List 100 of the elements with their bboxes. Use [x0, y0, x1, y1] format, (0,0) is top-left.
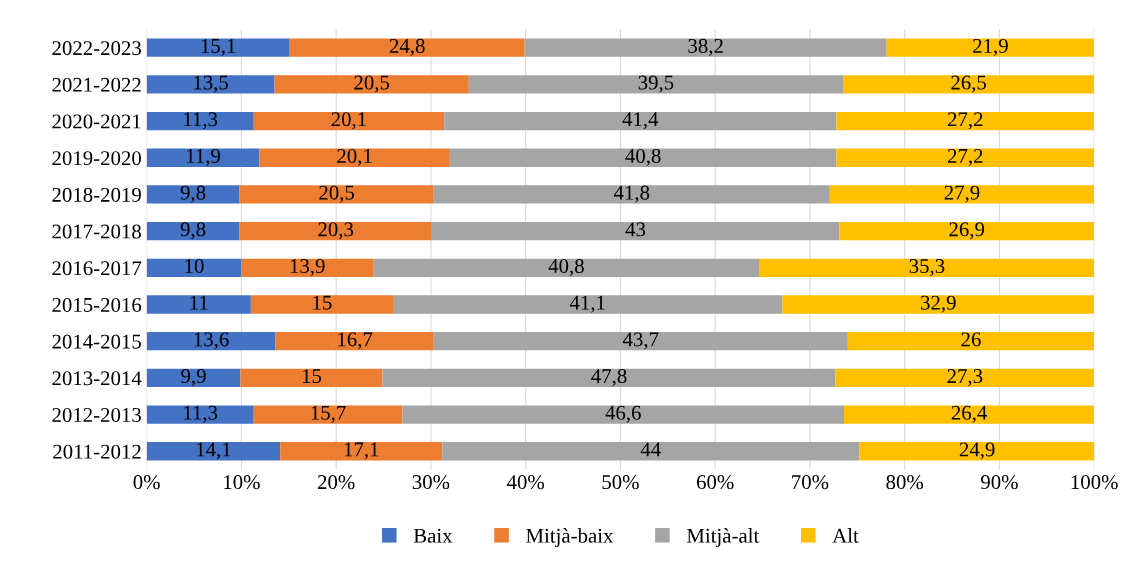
data-label: 27,3: [947, 369, 983, 387]
data-label: 16,7: [338, 332, 373, 350]
y-tick-label: 2022-2023: [52, 41, 141, 56]
bar: [431, 221, 840, 241]
legend-label: Baix: [413, 528, 453, 543]
data-label: 13,5: [194, 75, 229, 93]
bar: [847, 332, 1095, 351]
data-label: 20,5: [354, 75, 390, 93]
x-tick-label: 80%: [886, 475, 924, 490]
data-label: 24,9: [959, 442, 995, 460]
data-label: 15,1: [201, 38, 236, 56]
data-label: 20,5: [319, 185, 355, 203]
bar: [393, 295, 783, 314]
y-tick-label: 2012-2013: [52, 407, 141, 422]
bar: [280, 442, 443, 461]
bar: [289, 38, 525, 57]
data-label: 11,3: [184, 112, 218, 130]
y-tick-label: 2016-2017: [52, 261, 142, 276]
bar: [829, 185, 1095, 204]
data-label: 39,5: [638, 75, 674, 93]
data-label: 41,8: [613, 185, 650, 203]
data-label: 44: [640, 442, 661, 457]
data-label: 15: [302, 369, 322, 384]
data-label: 26,4: [951, 405, 987, 423]
data-label: 46,6: [605, 405, 641, 423]
data-label: 20,1: [331, 112, 366, 130]
data-label: 21,9: [973, 38, 1008, 56]
data-label: 11: [190, 295, 208, 310]
data-label: 17,1: [344, 442, 379, 460]
x-tick-label: 70%: [792, 475, 829, 490]
data-label: 35,3: [909, 259, 945, 277]
data-label: 11,3: [184, 405, 218, 423]
bar: [859, 442, 1095, 461]
y-tick-label: 2011-2012: [53, 444, 141, 459]
bar: [402, 405, 845, 424]
bar: [843, 75, 1095, 94]
bar: [259, 148, 450, 167]
data-label: 26,5: [951, 75, 987, 93]
bar: [240, 368, 383, 388]
data-label: 11,9: [187, 148, 220, 166]
bar: [759, 258, 1095, 277]
data-label: 47,8: [591, 369, 627, 387]
y-tick-label: 2015-2016: [52, 297, 142, 312]
bar: [146, 332, 276, 351]
data-label: 10: [185, 258, 204, 274]
y-tick-label: 2017-2018: [52, 224, 141, 239]
bar: [253, 405, 403, 424]
x-tick-label: 10%: [224, 475, 260, 490]
bar: [839, 221, 1095, 241]
legend-label: Mitjà-alt: [686, 528, 760, 547]
bar: [524, 38, 887, 57]
bar: [241, 258, 374, 277]
x-tick-label: 100%: [1071, 475, 1118, 490]
y-tick-label: 2020-2021: [52, 114, 141, 129]
data-label: 27,9: [944, 185, 980, 203]
data-label: 9,8: [180, 185, 206, 203]
data-label: 40,8: [625, 148, 661, 166]
bar: [886, 38, 1095, 57]
data-label: 26: [961, 332, 981, 347]
data-label: 38,2: [688, 38, 723, 56]
bar: [433, 332, 848, 351]
bar: [449, 148, 837, 167]
y-tick-label: 2018-2019: [52, 187, 141, 202]
data-label: 43,7: [622, 332, 659, 350]
x-tick-label: 90%: [980, 475, 1018, 490]
bar: [835, 368, 1095, 388]
data-label: 27,2: [947, 112, 983, 130]
bar: [442, 442, 860, 461]
legend-label: Alt: [832, 528, 859, 543]
bar: [146, 405, 254, 424]
data-label: 24,8: [389, 38, 425, 56]
data-label: 27,2: [947, 148, 983, 166]
bar: [146, 295, 251, 314]
data-label: 14,1: [197, 442, 231, 460]
bar: [253, 111, 445, 131]
bar: [239, 185, 434, 204]
legend-label: Mitjà-baix: [526, 528, 614, 547]
x-tick-label: 60%: [696, 475, 734, 490]
data-label: 41,1: [569, 295, 605, 313]
bar: [373, 258, 760, 277]
bar: [146, 442, 281, 461]
x-tick-label: 30%: [412, 475, 450, 490]
bar: [239, 221, 432, 241]
y-tick-label: 2021-2022: [52, 77, 141, 92]
data-label: 43: [625, 222, 646, 237]
bar: [468, 75, 844, 94]
data-label: 13,9: [290, 259, 325, 277]
bar: [275, 332, 434, 351]
data-label: 20,1: [337, 148, 372, 166]
y-tick-label: 2014-2015: [52, 334, 141, 349]
bar: [146, 185, 240, 204]
y-tick-label: 2013-2014: [52, 371, 142, 386]
bar: [844, 405, 1095, 424]
bar: [146, 258, 242, 277]
data-label: 41,4: [622, 112, 659, 130]
y-tick-label: 2019-2020: [52, 151, 141, 166]
data-label: 40,8: [548, 258, 584, 277]
bar: [250, 295, 393, 314]
data-label: 20,3: [318, 222, 354, 240]
data-label: 15,7: [311, 405, 346, 423]
